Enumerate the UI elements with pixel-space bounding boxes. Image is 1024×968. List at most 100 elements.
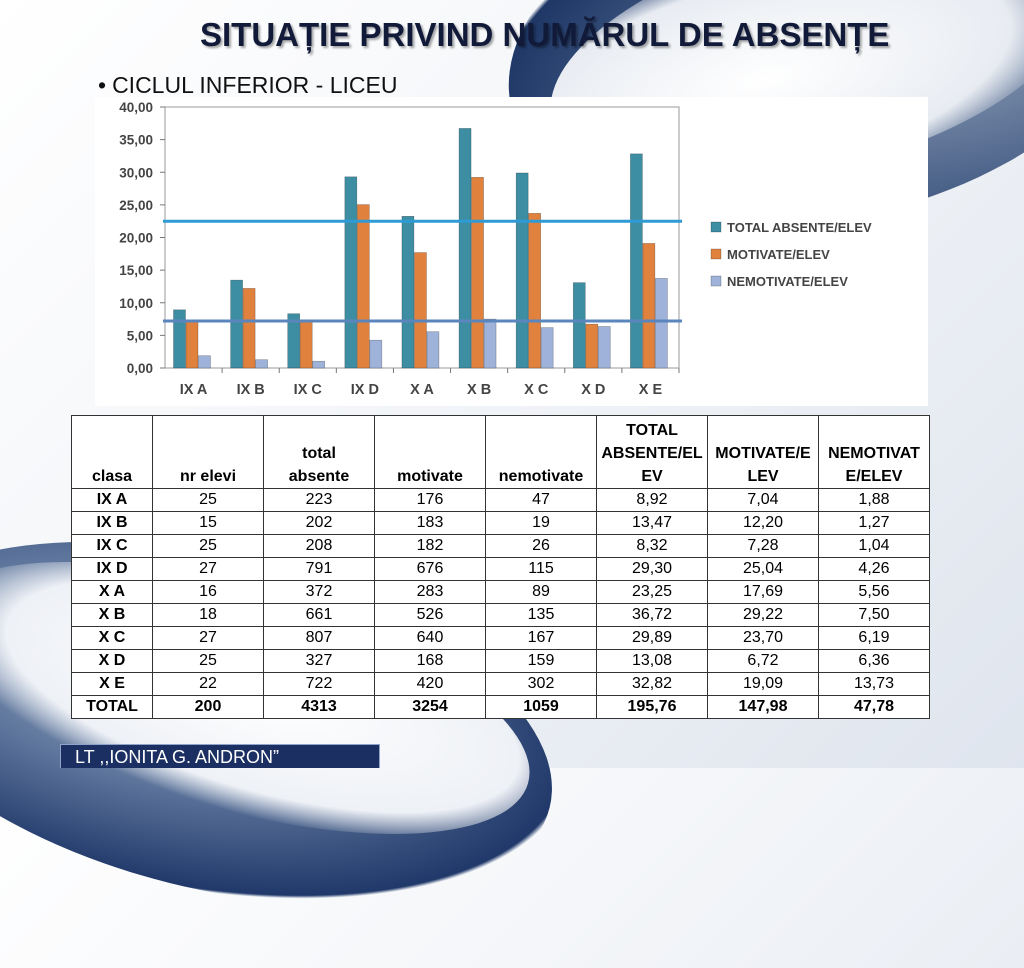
table-cell: 3254: [374, 695, 486, 719]
table-cell: 283: [374, 580, 486, 604]
table-cell: 1,04: [818, 534, 930, 558]
table-cell: 29,30: [596, 557, 708, 581]
bar-motivate: [528, 213, 541, 369]
x-tick-label: IX A: [180, 382, 208, 398]
table-cell: 676: [374, 557, 486, 581]
table-cell: 1,27: [818, 511, 930, 535]
class-name-cell: IX B: [71, 511, 153, 535]
y-tick-label: 40,00: [119, 100, 153, 115]
class-name-cell: IX A: [71, 488, 153, 512]
table-header-cell: motivate: [374, 415, 486, 489]
table-cell: 327: [263, 649, 375, 673]
table-cell: 32,82: [596, 672, 708, 696]
bar-motivate: [642, 243, 656, 369]
table-cell: 17,69: [707, 580, 819, 604]
table-cell: 25: [152, 534, 264, 558]
table-cell: 223: [263, 488, 375, 512]
class-name-cell: X E: [71, 672, 153, 696]
legend-swatch: [710, 248, 722, 260]
bar-motivate: [185, 321, 199, 369]
table-cell: 168: [374, 649, 486, 673]
subtitle-text: CICLUL INFERIOR - LICEU: [112, 72, 398, 98]
table-cell: 302: [485, 672, 597, 696]
table-cell: 15: [152, 511, 264, 535]
table-cell: 6,36: [818, 649, 930, 673]
table-cell: 791: [263, 557, 375, 581]
table-cell: 159: [485, 649, 597, 673]
table-header-cell: TOTAL ABSENTE/EL EV: [596, 415, 708, 489]
legend-label: MOTIVATE/ELEV: [727, 247, 830, 262]
chart-svg: 0,00 5,00 10,00 15,00 20,00 25,00 30,00 35,00 40…: [119, 100, 872, 398]
absences-chart: 0,00 5,00 10,00 15,00 20,00 25,00 30,00 35,00 40…: [95, 97, 928, 406]
header-line: NEMOTIVAT: [828, 445, 920, 462]
bar-motivate: [414, 252, 427, 369]
table-cell: 23,25: [596, 580, 708, 604]
x-tick-label: IX B: [237, 382, 265, 398]
legend-swatch: [710, 275, 722, 287]
table-cell: 6,19: [818, 626, 930, 650]
header-line: total: [302, 445, 336, 462]
table-row: IX B 15 202 183 19 13,47 12,20 1,27: [71, 511, 930, 535]
table-header-cell: total absente: [263, 415, 375, 489]
table-cell: 13,47: [596, 511, 708, 535]
class-name-cell: X B: [71, 603, 153, 627]
table-cell: 722: [263, 672, 375, 696]
table-header-row: clasa nr elevi total absente motivate nemotiv…: [71, 415, 930, 489]
table-row: X C 27 807 640 167 29,89 23,70 6,19: [71, 626, 930, 650]
table-cell: 1,88: [818, 488, 930, 512]
header-line: TOTAL: [626, 422, 678, 439]
table-row: X D 25 327 168 159 13,08 6,72 6,36: [71, 649, 930, 673]
table-body: IX A 25 223 176 47 8,92 7,04 1,88 IX B 15 202 183 19…: [71, 488, 930, 719]
table-cell: 200: [152, 695, 264, 719]
bar-total: [458, 128, 472, 369]
table-cell: 16: [152, 580, 264, 604]
bar-nemotivate: [655, 278, 668, 369]
table-cell: 6,72: [707, 649, 819, 673]
x-tick-label: IX C: [294, 382, 323, 398]
y-tick-label: 0,00: [127, 361, 153, 376]
table-cell: 47: [485, 488, 597, 512]
header-line: nemotivate: [498, 468, 584, 485]
table-cell: 195,76: [596, 695, 708, 719]
x-tick-label: X B: [467, 382, 491, 398]
table-cell: 29,89: [596, 626, 708, 650]
bar-motivate: [242, 288, 256, 369]
header-line: nr elevi: [179, 468, 237, 485]
table-cell: 89: [485, 580, 597, 604]
table-cell: 640: [374, 626, 486, 650]
table-cell: 807: [263, 626, 375, 650]
bar-total: [287, 313, 301, 369]
y-tick-label: 35,00: [119, 133, 153, 148]
table-cell: 19: [485, 511, 597, 535]
table-row: X B 18 661 526 135 36,72 29,22 7,50: [71, 603, 930, 627]
header-line: absente: [288, 468, 350, 485]
table-cell: 13,08: [596, 649, 708, 673]
subtitle-bullet: •: [98, 72, 107, 98]
footer-school-name: LT ,,IONITA G. ANDRON”: [60, 744, 380, 768]
header-line: LEV: [747, 468, 779, 485]
header-line: clasa: [91, 468, 133, 485]
table-cell: 27: [152, 557, 264, 581]
table-cell: 147,98: [707, 695, 819, 719]
bar-total: [515, 172, 529, 369]
table-header-cell: MOTIVATE/E LEV: [707, 415, 819, 489]
bar-total: [401, 215, 415, 369]
class-name-cell: TOTAL: [71, 695, 153, 719]
table-cell: 29,22: [707, 603, 819, 627]
table-cell: 661: [263, 603, 375, 627]
bar-total: [630, 153, 643, 369]
table-cell: 26: [485, 534, 597, 558]
table-cell: 36,72: [596, 603, 708, 627]
bar-total: [173, 309, 186, 369]
bar-total: [230, 279, 243, 369]
y-tick-label: 25,00: [119, 198, 153, 213]
bar-motivate: [471, 177, 484, 369]
bar-motivate: [357, 204, 370, 369]
table-cell: 7,28: [707, 534, 819, 558]
table-total-row: TOTAL 200 4313 3254 1059 195,76 147,98 47,78: [71, 695, 930, 719]
header-line: motivate: [397, 468, 463, 485]
class-name-cell: IX C: [71, 534, 153, 558]
bar-nemotivate: [426, 331, 440, 369]
table-row: X E 22 722 420 302 32,82 19,09 13,73: [71, 672, 930, 696]
bar-total: [344, 176, 358, 369]
